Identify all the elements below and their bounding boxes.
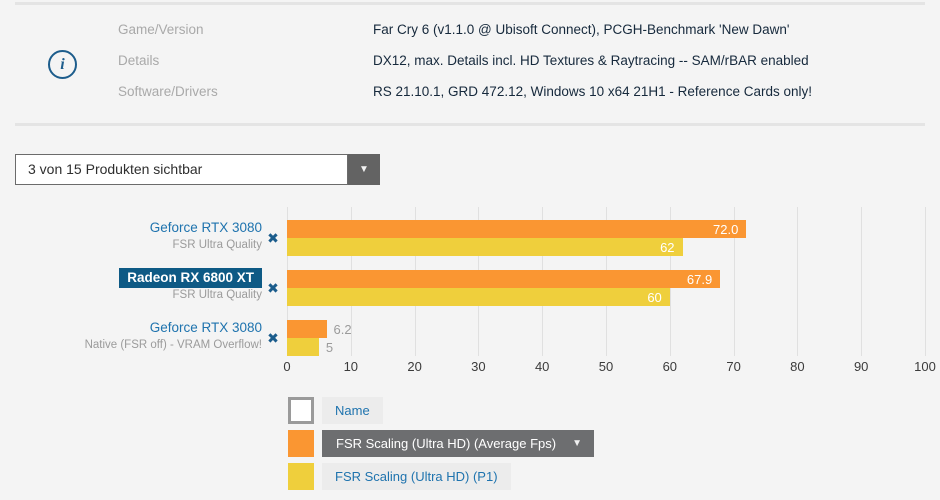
product-filter-dropdown-button[interactable]: ▼ — [348, 154, 380, 185]
remove-product-icon[interactable]: ✖ — [267, 330, 279, 346]
x-axis-tick-label: 0 — [283, 359, 291, 374]
gridline — [861, 207, 863, 356]
product-subtitle-label: Native (FSR off) - VRAM Overflow! — [84, 339, 262, 351]
x-axis-tick-label: 60 — [662, 359, 678, 374]
legend-dropdown-icon: ▼ — [572, 438, 582, 449]
remove-product-icon[interactable]: ✖ — [267, 230, 279, 246]
gridline — [733, 207, 735, 356]
gridline — [925, 207, 926, 356]
product-name-label[interactable]: Radeon RX 6800 XT — [119, 268, 262, 288]
remove-product-icon[interactable]: ✖ — [267, 280, 279, 296]
header-row-details: Details DX12, max. Details incl. HD Text… — [0, 53, 940, 71]
gridline — [797, 207, 799, 356]
highlighted-product-badge: Radeon RX 6800 XT — [119, 268, 262, 288]
average-fps-swatch — [288, 430, 314, 457]
x-axis-tick-label: 100 — [914, 359, 936, 374]
p1-fps-bar: 60 — [287, 288, 670, 306]
x-axis-tick-label: 30 — [471, 359, 486, 374]
legend-name-label[interactable]: Name — [322, 397, 383, 424]
header-divider — [15, 123, 925, 126]
p1-fps-bar: 62 — [287, 238, 683, 256]
bar-value-label: 67.9 — [686, 272, 713, 287]
x-axis-tick-label: 40 — [534, 359, 550, 374]
average-fps-bar: 6.2 — [287, 320, 352, 338]
average-fps-bar: 72.0 — [287, 220, 747, 238]
legend-average-fps-label: FSR Scaling (Ultra HD) (Average Fps) — [336, 436, 557, 451]
bar-value-label: 62 — [660, 240, 675, 255]
legend-average-fps-item[interactable]: FSR Scaling (Ultra HD) (Average Fps) ▼ — [322, 430, 594, 457]
legend-p1-fps-item[interactable]: FSR Scaling (Ultra HD) (P1) — [322, 463, 511, 490]
product-subtitle-label: FSR Ultra Quality — [172, 289, 262, 301]
bar-value-label: 72.0 — [713, 222, 739, 237]
product-subtitle-label: FSR Ultra Quality — [172, 239, 262, 251]
p1-fps-swatch — [288, 463, 314, 490]
x-axis-tick-label: 20 — [407, 359, 422, 374]
info-icon[interactable]: i — [48, 50, 77, 79]
x-axis-tick-label: 70 — [726, 359, 741, 374]
details-value: DX12, max. Details incl. HD Textures & R… — [373, 53, 809, 68]
x-axis-tick-label: 50 — [598, 359, 614, 374]
bar-value-label: 5 — [325, 340, 334, 355]
header-row-software: Software/Drivers RS 21.10.1, GRD 472.12,… — [0, 84, 940, 102]
software-drivers-label: Software/Drivers — [118, 84, 218, 99]
product-filter-select[interactable]: 3 von 15 Produkten sichtbar — [15, 154, 348, 185]
average-fps-bar: 67.9 — [287, 270, 721, 288]
product-name-label[interactable]: Geforce RTX 3080 — [149, 220, 262, 235]
bar-value-label: 60 — [647, 290, 662, 305]
game-version-label: Game/Version — [118, 22, 204, 37]
p1-fps-bar: 5 — [287, 338, 333, 356]
name-swatch — [288, 397, 314, 424]
product-name-label[interactable]: Geforce RTX 3080 — [149, 320, 262, 335]
header-row-game: Game/Version Far Cry 6 (v1.1.0 @ Ubisoft… — [0, 22, 940, 40]
top-divider — [15, 2, 925, 5]
bar-value-label: 6.2 — [333, 322, 352, 337]
chevron-down-icon: ▼ — [359, 164, 369, 175]
x-axis-tick-label: 90 — [853, 359, 869, 374]
game-version-value: Far Cry 6 (v1.1.0 @ Ubisoft Connect), PC… — [373, 22, 790, 37]
details-label: Details — [118, 53, 160, 68]
software-drivers-value: RS 21.10.1, GRD 472.12, Windows 10 x64 2… — [373, 84, 812, 99]
x-axis-tick-label: 10 — [343, 359, 359, 374]
x-axis-tick-label: 80 — [790, 359, 805, 374]
